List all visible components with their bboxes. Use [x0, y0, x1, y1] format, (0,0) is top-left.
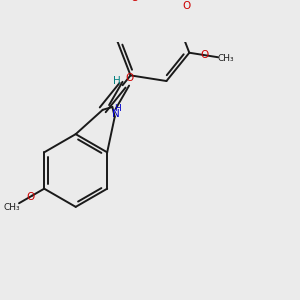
Text: O: O — [130, 0, 139, 3]
Text: O: O — [26, 192, 34, 202]
Text: O: O — [182, 2, 190, 11]
Text: N: N — [112, 110, 119, 119]
Text: H: H — [114, 104, 121, 113]
Text: O: O — [201, 50, 209, 60]
Text: O: O — [125, 73, 134, 83]
Text: CH₃: CH₃ — [218, 54, 234, 63]
Text: H: H — [113, 76, 121, 86]
Text: CH₃: CH₃ — [4, 203, 20, 212]
